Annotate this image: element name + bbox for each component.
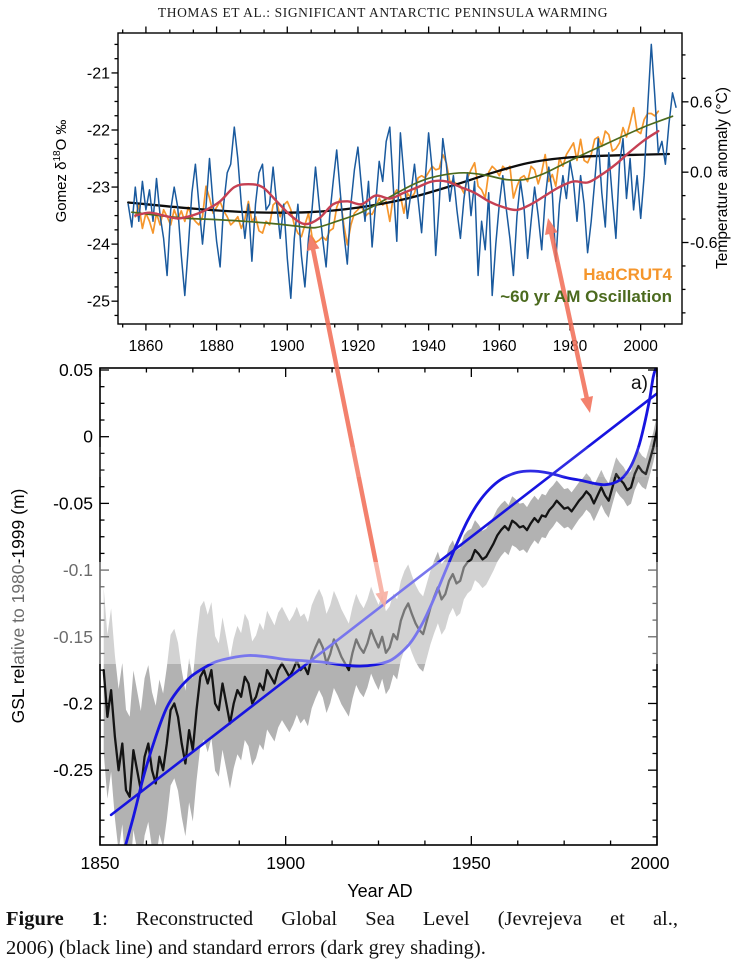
series-gsl-error-band (103, 415, 657, 845)
y-axis-label-gomez: Gomez δ18O ‰ (52, 56, 74, 286)
series-gomez-d18o-smoothed (134, 129, 660, 226)
x-tick-label: 1860 (129, 338, 164, 355)
axes-box-gomez (117, 32, 683, 325)
charts-root: 1860 1880 1900 1920 1940 1960 1980 2000 -21 -22 -2… (53, 26, 718, 873)
gomez-label-post: O ‰ (53, 119, 70, 151)
chart-gsl: 1850 1900 1950 2000 0.05 0 -0.05 -0.1 -0.15 -0.2 -… (53, 360, 670, 873)
legend-hadcrut4: HadCRUT4 (583, 265, 672, 284)
y-left-tick-label: -24 (87, 237, 110, 254)
caption-line-2: 2006) (black line) and standard errors (… (6, 937, 486, 959)
annotation-arrows (306, 218, 593, 608)
y-left-tick-label: -25 (87, 294, 110, 311)
link-arrow-left-shaft (309, 242, 386, 600)
chart-gomez: 1860 1880 1900 1920 1940 1960 1980 2000 -21 -22 -2… (87, 26, 718, 355)
y-tick-label: -0.05 (53, 493, 93, 513)
y-tick-label: -0.2 (63, 693, 93, 713)
x-tick-label: 1940 (411, 338, 446, 355)
y-right-tick-label: 0.6 (690, 94, 712, 111)
x-tick-label: 1880 (199, 338, 234, 355)
plot-area-gomez (127, 43, 677, 300)
legend-am-oscillation: ~60 yr AM Oscillation (500, 287, 672, 306)
x-tick-label: 1980 (553, 338, 588, 355)
caption-line1-text: : Reconstructed Global Sea Level (Jevrej… (102, 908, 678, 930)
running-head: THOMAS ET AL.: SIGNIFICANT ANTARCTIC PEN… (157, 5, 609, 20)
link-arrow-left (306, 234, 389, 608)
x-tick-label: 1900 (266, 853, 305, 873)
y-tick-label: 0.05 (59, 360, 93, 380)
x-tick-label: 1960 (482, 338, 517, 355)
y-left-tick-label: -23 (87, 180, 110, 197)
x-tick-label: 2000 (623, 338, 658, 355)
series-am-oscillation-60yr (130, 115, 674, 229)
series-gsl-reconstruction (102, 419, 657, 798)
x-tick-label: 1850 (81, 853, 120, 873)
y-tick-label: -0.15 (53, 627, 93, 647)
link-arrow-left-head-end (375, 591, 389, 608)
link-arrow-left-head-start (306, 234, 320, 251)
series-hadcrut4 (134, 106, 660, 246)
x-axis-label-year-ad: Year AD (347, 881, 413, 901)
plot-area-gsl (102, 368, 657, 845)
link-arrow-right-head-end (580, 396, 593, 413)
x-tick-label: 1900 (270, 338, 305, 355)
gomez-label-pre: Gomez δ (53, 161, 70, 223)
link-arrow-right-head-start (545, 218, 558, 235)
x-tick-label: 1950 (452, 853, 491, 873)
y-left-tick-label: -21 (87, 65, 110, 82)
y-right-tick-label: 0.0 (690, 165, 712, 182)
y-axis-label-gsl: GSL relative to 1980-1999 (m) (8, 488, 28, 724)
y-axis-label-temperature: Temperature anomaly (°C) (714, 87, 731, 269)
series-gomez-d18o-annual (127, 43, 677, 300)
series-oscillation-fit-60yr (124, 368, 657, 845)
y-tick-label: -0.1 (63, 560, 93, 580)
y-tick-label: -0.25 (53, 760, 93, 780)
y-tick-label: 0 (83, 427, 93, 447)
x-tick-label: 2000 (631, 853, 670, 873)
gomez-label-sup: 18 (52, 150, 63, 162)
y-right-tick-label: -0.6 (690, 235, 718, 252)
panel-label: a) (631, 373, 648, 394)
y-left-tick-label: -22 (87, 123, 110, 140)
figure-caption: Figure 1: Reconstructed Global Sea Level… (6, 905, 678, 963)
link-arrow-right-shaft (547, 226, 591, 405)
caption-figure-number: Figure 1 (6, 908, 103, 930)
x-tick-label: 1920 (341, 338, 376, 355)
caption-line-1: Figure 1: Reconstructed Global Sea Level… (6, 905, 678, 934)
link-arrow-right (545, 218, 593, 413)
